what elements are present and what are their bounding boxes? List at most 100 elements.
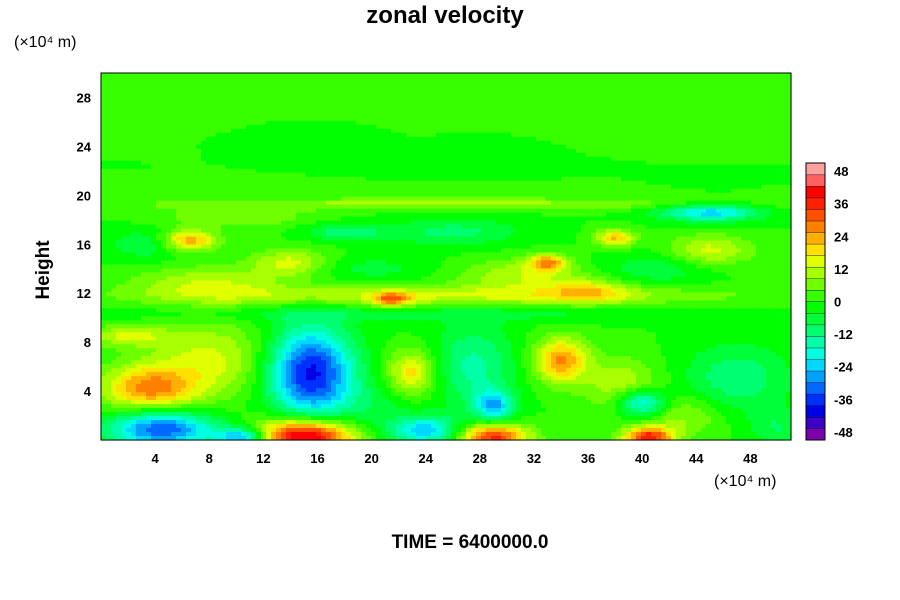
field-cell [541,128,547,134]
field-cell [561,128,567,134]
field-cell [756,92,762,98]
field-cell [206,168,212,174]
field-cell [736,84,742,90]
field-cell [356,160,362,166]
field-cell [696,144,702,150]
field-cell [346,144,352,150]
field-cell [771,80,777,86]
field-cell [351,80,357,86]
field-cell [521,160,527,166]
field-cell [166,172,172,178]
field-cell [266,148,272,154]
field-cell [161,112,167,118]
field-cell [196,124,202,130]
field-cell [221,108,227,114]
field-cell [601,208,607,214]
field-cell [141,116,147,122]
field-cell [186,73,192,78]
field-cell [346,96,352,102]
field-cell [136,160,142,166]
field-cell [461,140,467,146]
field-cell [746,80,752,86]
field-cell [491,180,497,186]
field-cell [341,188,347,194]
field-cell [351,76,357,82]
field-cell [346,124,352,130]
field-cell [651,140,657,146]
field-cell [721,180,727,186]
field-cell [366,172,372,178]
field-cell [136,124,142,130]
field-cell [751,192,757,198]
field-cell [171,100,177,106]
field-cell [651,96,657,102]
field-cell [531,180,537,186]
field-cell [771,76,777,82]
field-cell [456,168,462,174]
field-cell [496,116,502,122]
field-cell [181,208,187,214]
field-cell [611,196,617,202]
field-cell [401,164,407,170]
field-cell [201,100,207,106]
field-cell [211,120,217,126]
field-cell [171,216,177,222]
field-cell [381,168,387,174]
field-cell [206,108,212,114]
field-cell [326,80,332,86]
field-cell [181,180,187,186]
field-cell [331,116,337,122]
field-cell [686,192,692,198]
field-cell [606,104,612,110]
field-cell [171,184,177,190]
field-cell [356,176,362,182]
field-cell [221,140,227,146]
field-cell [171,73,177,78]
field-cell [251,168,257,174]
field-cell [621,212,627,218]
field-cell [526,136,532,142]
field-cell [121,196,127,202]
field-cell [426,96,432,102]
field-cell [311,73,317,78]
field-cell [316,124,322,130]
field-cell [136,104,142,110]
field-cell [271,172,277,178]
field-cell [461,212,467,218]
field-cell [466,212,472,218]
field-cell [636,92,642,98]
field-cell [491,73,497,78]
field-cell [706,136,712,142]
field-cell [756,120,762,126]
field-cell [116,136,122,142]
field-cell [576,96,582,102]
field-cell [366,176,372,182]
field-cell [771,172,777,178]
field-cell [656,188,662,194]
field-cell [226,76,232,82]
field-cell [721,84,727,90]
field-cell [351,200,357,206]
field-cell [786,176,792,182]
field-cell [686,176,692,182]
field-cell [541,152,547,158]
field-cell [656,160,662,166]
field-cell [216,208,222,214]
field-cell [546,204,552,210]
field-cell [421,200,427,206]
field-cell [301,88,307,94]
field-cell [406,116,412,122]
field-cell [321,204,327,210]
field-cell [506,76,512,82]
field-cell [686,168,692,174]
field-cell [246,88,252,94]
field-cell [246,196,252,202]
field-cell [451,80,457,86]
field-cell [781,132,787,138]
field-cell [661,112,667,118]
field-cell [591,156,597,162]
field-cell [586,76,592,82]
field-cell [621,152,627,158]
field-cell [506,180,512,186]
field-cell [611,120,617,126]
